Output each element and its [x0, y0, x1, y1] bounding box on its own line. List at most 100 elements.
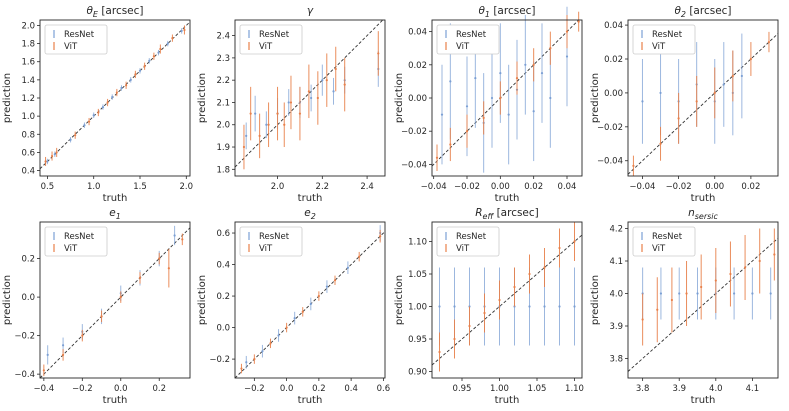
chart-panel: 3.8 3.9 4.0 4.1 3.8 3.9 4.0 4.1 4.2 truth predicti… [590, 207, 779, 406]
resnet-point [287, 101, 290, 104]
chart-title: e1 [109, 207, 121, 221]
vit-point [482, 116, 485, 120]
y-tick-label: 2.0 [21, 21, 35, 31]
vit-point [115, 91, 118, 94]
vit-point [333, 279, 337, 282]
resnet-point [540, 72, 544, 75]
y-tick-label: −0.4 [14, 370, 35, 380]
x-tick-label: 4.1 [746, 384, 760, 394]
legend-vit-label: ViT [456, 42, 470, 52]
plot-frame [431, 221, 583, 379]
vit-point [285, 326, 288, 329]
vit-point [317, 294, 320, 298]
y-tick-label: 2.4 [216, 32, 230, 42]
legend-resnet-label: ResNet [64, 232, 95, 242]
vit-point [558, 246, 561, 250]
vit-point [498, 298, 501, 302]
y-tick-label: 4.1 [609, 257, 623, 267]
vit-point [152, 55, 155, 58]
resnet-point [332, 90, 335, 93]
x-tick-label: 0.0 [280, 384, 294, 394]
vit-point [573, 240, 576, 243]
chart-panel: −0.2 0.0 0.2 0.4 0.6 −0.2 0.0 0.2 0.4 0.6 truth pre… [197, 207, 390, 406]
x-tick-label: 0.00 [705, 182, 724, 192]
vit-point [543, 266, 546, 269]
identity-line [431, 19, 579, 167]
resnet-point [565, 55, 569, 58]
resnet-point [524, 63, 527, 66]
resnet-point [440, 113, 444, 116]
vit-point [743, 266, 747, 269]
y-tick-label: 0.04 [604, 21, 623, 31]
vit-point [249, 112, 252, 115]
vit-point [267, 123, 270, 126]
chart-panel: −0.04 −0.02 0.00 0.02 −0.04 −0.02 0.00 0.02 0.04… [590, 5, 779, 204]
legend: ResNet ViT [239, 24, 303, 55]
vit-point [677, 117, 680, 120]
vit-point [181, 238, 184, 241]
vit-point [258, 134, 261, 137]
legend-vit-label: ViT [64, 42, 78, 52]
resnet-point [659, 292, 663, 295]
vit-point [334, 67, 337, 71]
x-tick-label: 0.2 [312, 384, 326, 394]
legend-vit-label: ViT [652, 42, 666, 52]
resnet-point [659, 91, 662, 95]
legend-resnet-label: ResNet [456, 232, 487, 242]
vit-point [167, 267, 170, 270]
legend-box [632, 226, 696, 257]
x-tick-label: 2.2 [316, 182, 330, 192]
x-axis-label: truth [691, 193, 716, 204]
y-tick-label: 0.04 [408, 28, 427, 38]
vit-point [159, 47, 162, 51]
chart-panel: 2.0 2.2 2.4 1.8 1.9 2.0 2.1 2.2 2.3 2.4 truth predi… [197, 5, 386, 204]
vit-point [656, 308, 659, 311]
x-axis-label: truth [103, 395, 128, 406]
vit-point [713, 91, 716, 95]
y-tick-label: −0.02 [597, 123, 623, 133]
vit-point [100, 315, 103, 318]
vit-point [325, 79, 328, 82]
y-tick-label: 0.2 [21, 255, 35, 265]
resnet-point [678, 292, 681, 295]
y-tick-label: 3.9 [609, 322, 623, 332]
identity-line [431, 234, 583, 366]
resnet-point [490, 96, 494, 100]
y-tick-label: 0.00 [604, 89, 623, 99]
y-tick-label: 1.10 [408, 238, 427, 248]
resnet-point [245, 134, 248, 137]
legend-box [44, 24, 108, 55]
x-tick-label: 1.00 [490, 384, 509, 394]
resnet-point [751, 292, 754, 295]
resnet-point [543, 305, 546, 308]
plot-frame [234, 19, 386, 177]
vit-point [55, 151, 58, 154]
y-axis-label: prediction [590, 73, 601, 123]
x-tick-label: 3.9 [672, 384, 686, 394]
resnet-point [532, 110, 535, 113]
x-tick-label: −0.04 [421, 182, 447, 192]
y-tick-label: 0.2 [216, 292, 230, 302]
vit-point [44, 160, 47, 163]
y-tick-label: 1.6 [21, 58, 35, 68]
chart-panel: −0.04 −0.02 0.00 0.02 0.04 −0.04 −0.02 0.00 0.02… [394, 5, 583, 204]
chart-title: Reff [arcsec] [475, 207, 539, 221]
resnet-point [641, 100, 644, 103]
resnet-point [61, 344, 65, 347]
x-tick-label: −0.02 [666, 182, 692, 192]
x-tick-label: 2.4 [360, 182, 374, 192]
legend: ResNet ViT [44, 24, 108, 55]
x-tick-label: 0.6 [377, 384, 391, 394]
resnet-point [157, 51, 160, 54]
resnet-point [129, 78, 132, 81]
x-tick-label: 2.0 [271, 182, 285, 192]
resnet-point [499, 72, 502, 75]
resnet-point [120, 86, 123, 90]
vit-point [307, 90, 310, 93]
x-tick-label: 1.0 [87, 182, 101, 192]
y-tick-label: 1.8 [216, 165, 230, 175]
vit-point [316, 96, 319, 100]
legend-box [239, 226, 303, 257]
y-tick-label: 1.8 [21, 40, 35, 50]
resnet-point [138, 69, 142, 72]
